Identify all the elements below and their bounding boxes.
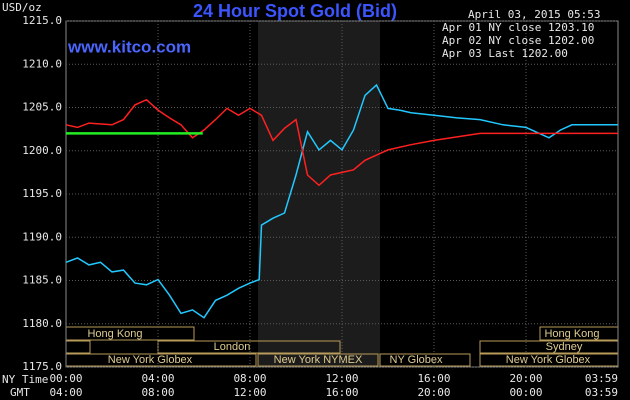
y-tick-label: 1195.0 [22, 187, 62, 200]
x-tick-label: 20:00 [509, 372, 542, 385]
session-box [157, 340, 341, 354]
y-tick-label: 1180.0 [22, 317, 62, 330]
session-label: London [214, 341, 251, 353]
x-gmt-tick-label: 04:00 [49, 386, 82, 399]
series-line [65, 98, 618, 187]
x-gmt-tick-label: 20:00 [417, 386, 450, 399]
x-tick-label: 16:00 [417, 372, 450, 385]
session-box [379, 353, 471, 367]
y-tick-label: 1210.0 [22, 57, 62, 70]
x-tick-label: 03:59 [585, 372, 618, 385]
session-label: New York Globex [108, 354, 193, 366]
session-label: New York Globex [506, 354, 591, 366]
x-tick-label: 12:00 [325, 372, 358, 385]
session-box [257, 353, 379, 367]
x-gmt-tick-label: 03:59 [585, 386, 618, 399]
session-label: Sydney [546, 341, 583, 353]
session-label: New York NYMEX [274, 354, 363, 366]
session-label: Hong Kong [544, 328, 599, 340]
y-tick-label: 1190.0 [22, 230, 62, 243]
session-label: Hong Kong [87, 328, 142, 340]
x-tick-label: 00:00 [49, 372, 82, 385]
chart-title: 24 Hour Spot Gold (Bid) [193, 1, 397, 21]
legend-entry: Apr 03 Last 1202.00 [442, 47, 568, 60]
source: www.kitco.com [67, 37, 191, 56]
y-axis-label: USD/oz [2, 1, 42, 14]
y-tick-label: 1215.0 [22, 14, 62, 27]
timestamp: April 03, 2015 05:53 [468, 8, 600, 21]
x-gmt-tick-label: 08:00 [141, 386, 174, 399]
x-gmt-tick-label: 12:00 [233, 386, 266, 399]
x-row-label: GMT [10, 386, 30, 399]
y-tick-label: 1200.0 [22, 144, 62, 157]
y-tick-label: 1205.0 [22, 101, 62, 114]
legend-entry: Apr 01 NY close 1203.10 [442, 21, 594, 34]
y-tick-label: 1185.0 [22, 274, 62, 287]
y-tick-label: 1175.0 [22, 360, 62, 373]
x-gmt-tick-label: 00:00 [509, 386, 542, 399]
series-line [65, 83, 618, 319]
x-tick-label: 04:00 [141, 372, 174, 385]
legend-entry: Apr 02 NY close 1202.00 [442, 34, 594, 47]
x-gmt-tick-label: 16:00 [325, 386, 358, 399]
x-row-label: NY Time [2, 373, 48, 386]
session-label: NY Globex [390, 354, 443, 366]
x-tick-label: 08:00 [233, 372, 266, 385]
